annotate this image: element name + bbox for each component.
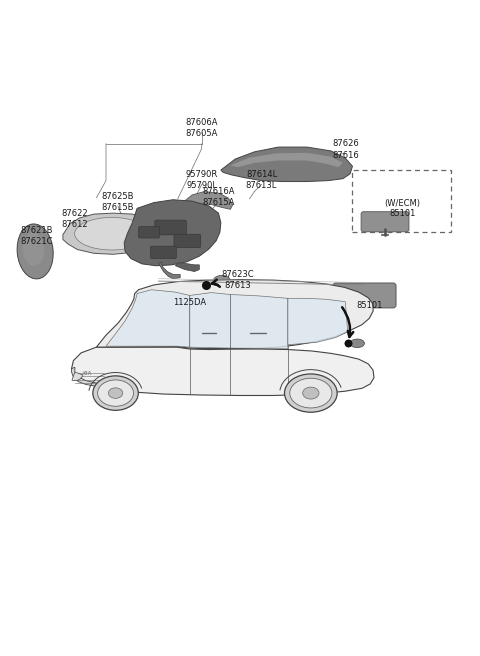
Polygon shape: [124, 199, 221, 266]
Ellipse shape: [213, 276, 231, 289]
Polygon shape: [72, 347, 374, 396]
Text: 95790R
95790L: 95790R 95790L: [186, 170, 218, 190]
Text: (W/ECM): (W/ECM): [385, 199, 421, 208]
Text: 87614L
87613L: 87614L 87613L: [246, 170, 277, 190]
Polygon shape: [158, 262, 180, 279]
Polygon shape: [288, 298, 348, 345]
Text: 85101: 85101: [390, 209, 416, 218]
Polygon shape: [190, 293, 230, 348]
Ellipse shape: [74, 217, 149, 250]
Wedge shape: [72, 372, 83, 380]
FancyBboxPatch shape: [151, 246, 176, 258]
Ellipse shape: [290, 379, 332, 408]
Ellipse shape: [23, 232, 44, 266]
Polygon shape: [175, 263, 199, 272]
Text: 87622
87612: 87622 87612: [61, 209, 88, 229]
Ellipse shape: [97, 380, 133, 406]
Ellipse shape: [285, 374, 337, 412]
Ellipse shape: [350, 339, 364, 348]
FancyBboxPatch shape: [174, 234, 201, 247]
Text: 87625B
87615B: 87625B 87615B: [102, 192, 134, 212]
Text: 87623C
87613: 87623C 87613: [221, 270, 254, 290]
Polygon shape: [182, 192, 233, 209]
FancyBboxPatch shape: [333, 283, 396, 308]
Text: 87606A
87605A: 87606A 87605A: [185, 118, 218, 138]
Text: 87616A
87615A: 87616A 87615A: [202, 188, 235, 207]
Polygon shape: [96, 279, 373, 348]
Polygon shape: [230, 295, 288, 348]
Ellipse shape: [181, 295, 192, 304]
Ellipse shape: [17, 224, 53, 279]
Polygon shape: [230, 153, 343, 167]
Ellipse shape: [108, 388, 123, 398]
FancyBboxPatch shape: [155, 220, 186, 235]
Bar: [352, 170, 451, 232]
Polygon shape: [63, 213, 158, 255]
FancyBboxPatch shape: [139, 226, 159, 238]
Text: 87621B
87621C: 87621B 87621C: [20, 226, 53, 246]
Ellipse shape: [303, 387, 319, 399]
Text: 1125DA: 1125DA: [173, 298, 206, 307]
Text: 87626
87616: 87626 87616: [332, 140, 359, 159]
Text: KIA: KIA: [82, 371, 92, 377]
Polygon shape: [72, 367, 105, 387]
Text: 85101: 85101: [356, 300, 383, 310]
Polygon shape: [106, 290, 190, 347]
Ellipse shape: [93, 376, 138, 410]
Polygon shape: [221, 147, 352, 182]
FancyBboxPatch shape: [361, 212, 409, 232]
